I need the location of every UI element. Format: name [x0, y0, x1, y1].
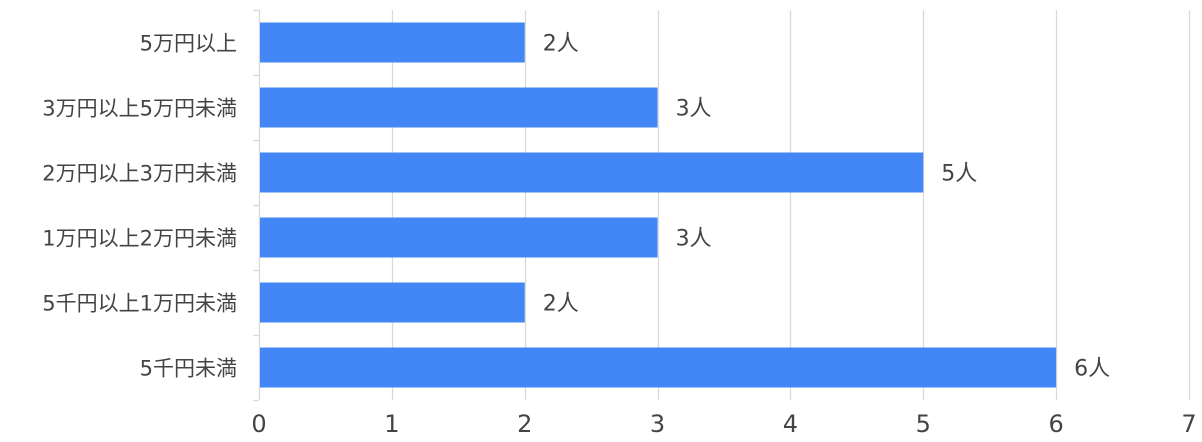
bar-data-label: 2人: [543, 32, 579, 57]
x-tick-label: 3: [650, 410, 665, 438]
gridlines: [253, 9, 1191, 402]
x-tick-label: 2: [517, 410, 532, 438]
bar: [260, 347, 1057, 388]
category-label: 5万円以上: [140, 32, 237, 56]
category-label: 2万円以上3万円未満: [42, 162, 237, 186]
bar: [260, 152, 924, 193]
bar-data-label: 6人: [1074, 357, 1110, 382]
x-tick-label: 1: [384, 410, 399, 438]
x-axis-ticks: 0 1 2 3 4 5 6 7: [251, 410, 1196, 438]
bar: [260, 282, 525, 323]
bar-data-label: 2人: [543, 292, 579, 317]
category-labels: 5万円以上 3万円以上5万円未満 2万円以上3万円未満 1万円以上2万円未満 5千円以上…: [42, 32, 237, 381]
data-labels: 2人 3人 5人 3人 2人 6人: [543, 32, 1110, 382]
bar-data-label: 3人: [676, 227, 712, 252]
x-tick-label: 5: [916, 410, 931, 438]
bars: [260, 22, 1057, 388]
bar-data-label: 5人: [941, 162, 977, 187]
x-tick-label: 0: [251, 410, 266, 438]
bar: [260, 87, 658, 128]
category-label: 5千円未満: [140, 357, 237, 381]
x-tick-label: 7: [1181, 410, 1196, 438]
category-label: 3万円以上5万円未満: [42, 97, 237, 121]
x-tick-label: 6: [1049, 410, 1064, 438]
category-label: 1万円以上2万円未満: [42, 227, 237, 251]
bar: [260, 217, 658, 258]
bar: [260, 22, 525, 63]
bar-data-label: 3人: [676, 97, 712, 122]
category-label: 5千円以上1万円未満: [42, 292, 237, 316]
x-tick-label: 4: [783, 410, 798, 438]
